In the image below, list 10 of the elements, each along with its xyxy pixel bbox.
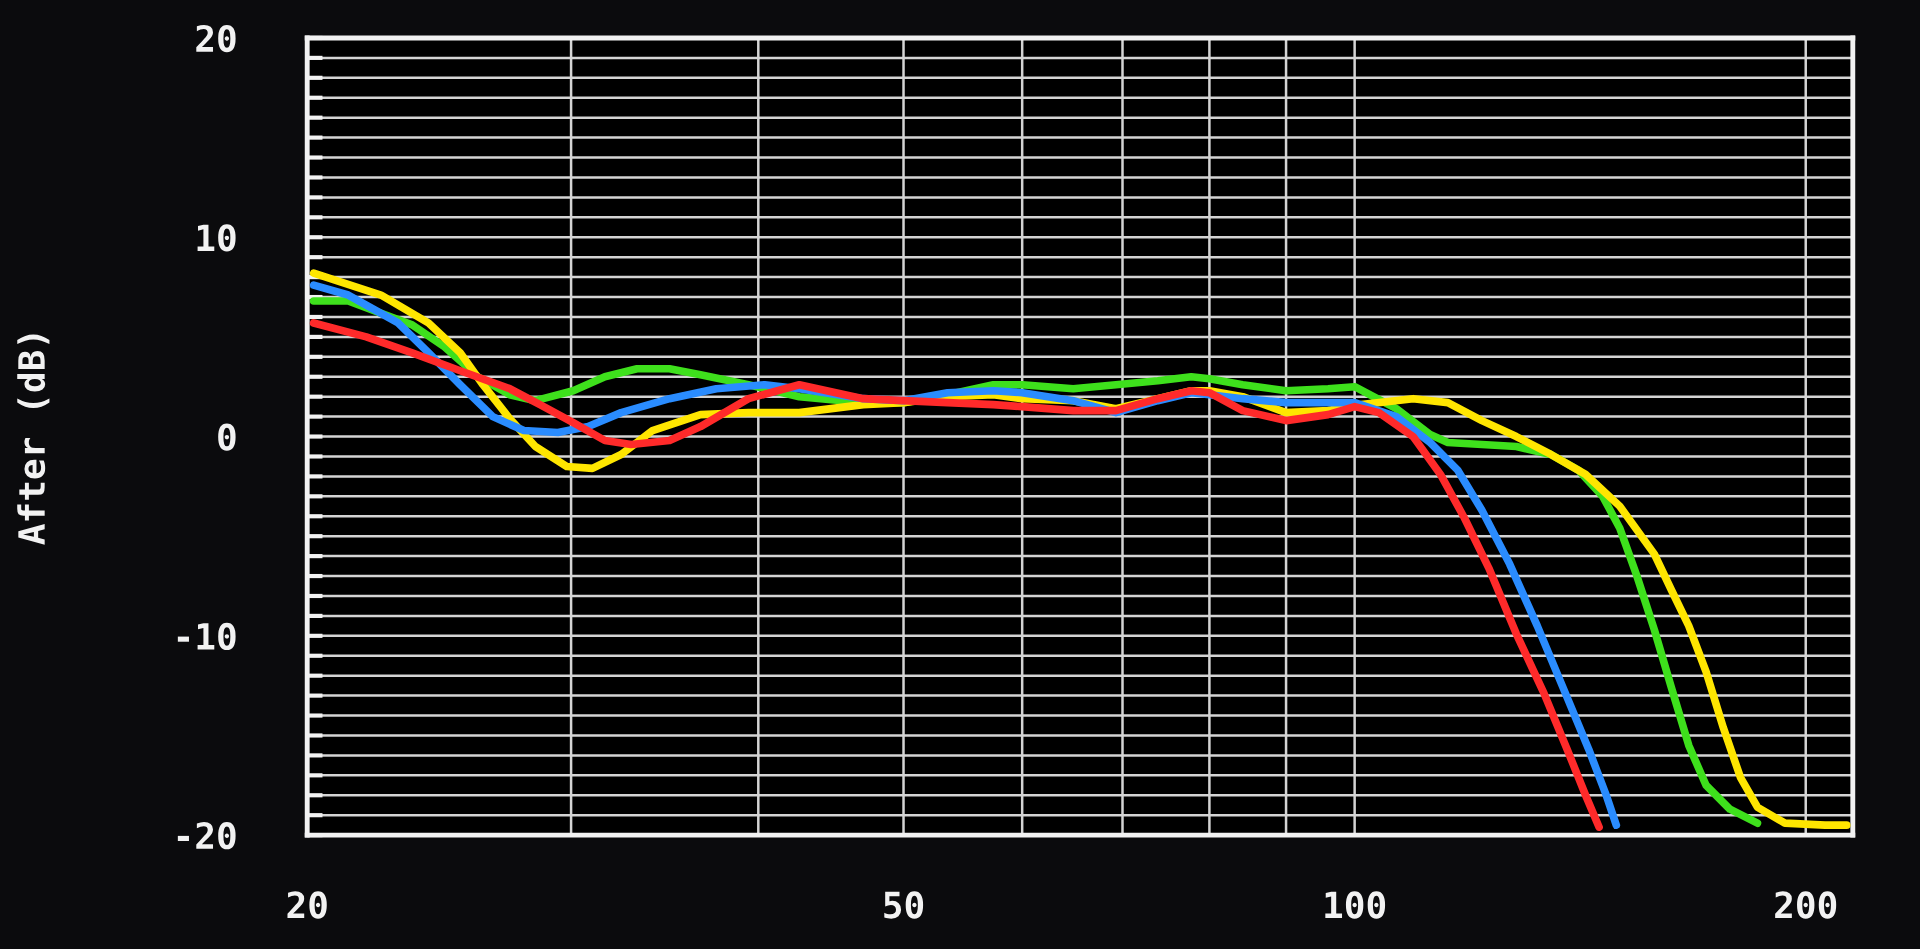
x-tick-label: 200: [1775, 891, 1837, 919]
y-tick-label: 20: [196, 24, 236, 53]
x-tick-label: 100: [1325, 891, 1386, 919]
y-tick-label: 10: [197, 224, 236, 252]
y-tick-label: 0: [218, 423, 236, 451]
y-tick-label: -10: [177, 622, 236, 651]
y-axis-title: After (dB): [17, 334, 50, 545]
x-tick-label: 50: [884, 891, 924, 919]
y-tick-label: -20: [177, 822, 236, 850]
x-tick-label: 20: [287, 891, 327, 919]
